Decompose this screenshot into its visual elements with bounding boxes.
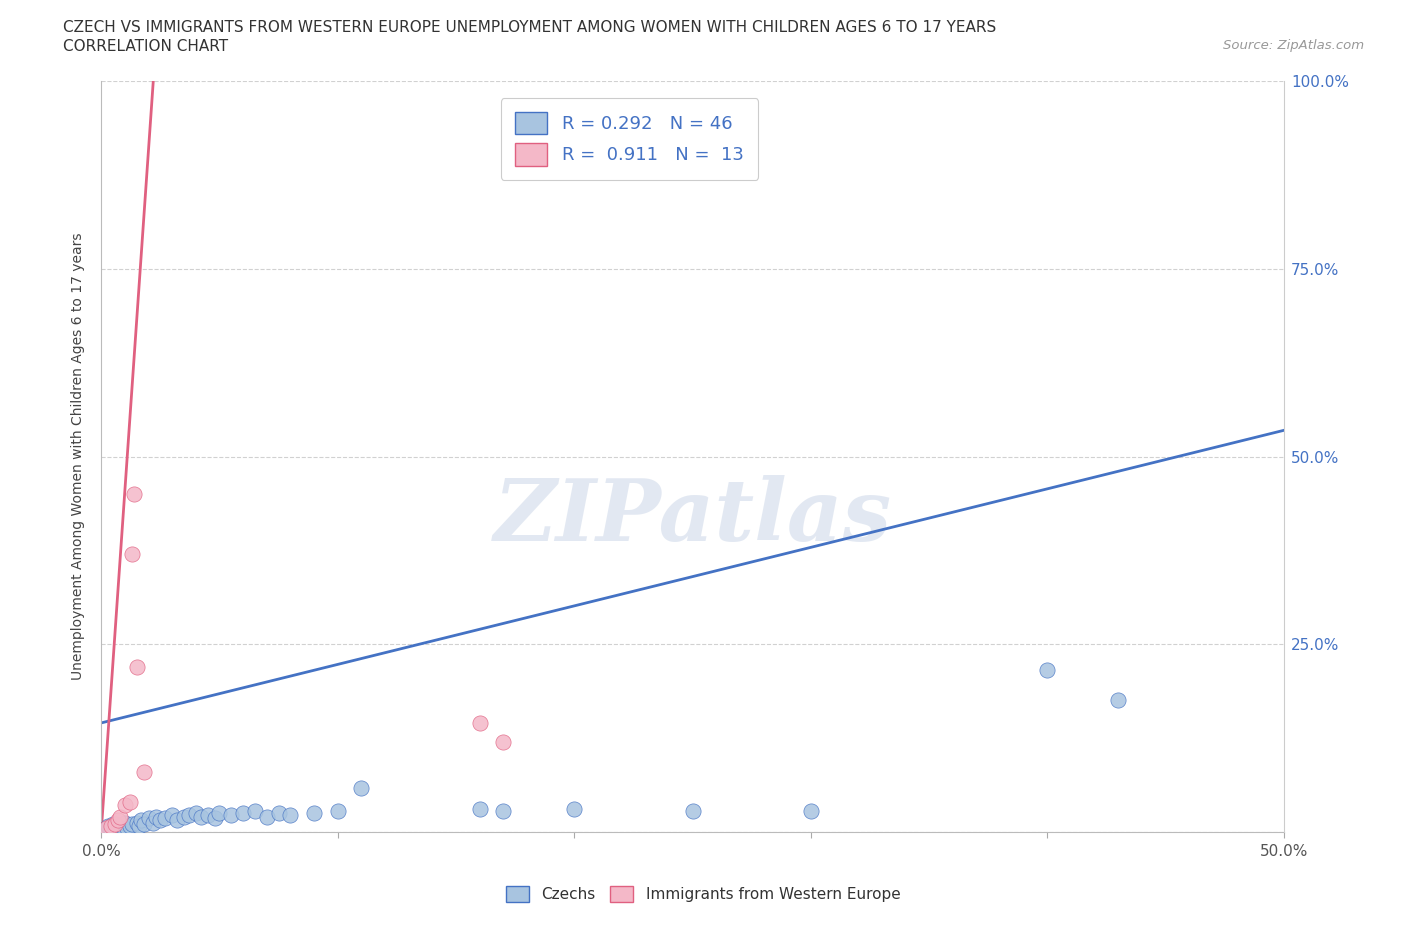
Point	[204, 811, 226, 826]
Legend: R = 0.292   N = 46, R =  0.911   N =  13: R = 0.292 N = 46, R = 0.911 N = 13	[501, 98, 758, 179]
Point	[104, 820, 127, 835]
Point	[326, 804, 349, 818]
Point	[468, 715, 491, 730]
Point	[208, 805, 231, 820]
Point	[492, 734, 515, 749]
Point	[100, 822, 122, 837]
Point	[142, 816, 165, 830]
Point	[114, 798, 136, 813]
Point	[107, 818, 129, 833]
Point	[177, 808, 200, 823]
Point	[101, 817, 124, 831]
Point	[108, 822, 131, 837]
Point	[256, 809, 278, 824]
Point	[107, 813, 129, 828]
Point	[350, 781, 373, 796]
Point	[160, 808, 183, 823]
Point	[131, 813, 153, 828]
Y-axis label: Unemployment Among Women with Children Ages 6 to 17 years: Unemployment Among Women with Children A…	[72, 232, 86, 681]
Point	[145, 809, 167, 824]
Point	[280, 808, 302, 823]
Point	[267, 805, 290, 820]
Point	[124, 486, 146, 501]
Point	[173, 809, 195, 824]
Text: ZIPatlas: ZIPatlas	[494, 475, 891, 558]
Point	[1107, 693, 1129, 708]
Point	[184, 805, 207, 820]
Point	[800, 804, 823, 818]
Point	[682, 804, 704, 818]
Point	[118, 818, 141, 833]
Point	[125, 659, 148, 674]
Point	[562, 802, 585, 817]
Point	[221, 808, 243, 823]
Text: CORRELATION CHART: CORRELATION CHART	[63, 39, 228, 54]
Point	[149, 813, 172, 828]
Point	[111, 819, 134, 834]
Point	[138, 811, 160, 826]
Legend: Czechs, Immigrants from Western Europe: Czechs, Immigrants from Western Europe	[499, 880, 907, 909]
Point	[166, 813, 188, 828]
Point	[104, 817, 127, 831]
Point	[115, 820, 138, 835]
Point	[190, 809, 212, 824]
Point	[232, 805, 254, 820]
Point	[121, 817, 143, 831]
Point	[302, 805, 325, 820]
Point	[114, 816, 136, 830]
Point	[132, 764, 155, 779]
Point	[94, 820, 117, 835]
Point	[132, 817, 155, 831]
Text: Source: ZipAtlas.com: Source: ZipAtlas.com	[1223, 39, 1364, 52]
Point	[153, 811, 176, 826]
Point	[97, 818, 120, 833]
Point	[1036, 663, 1059, 678]
Point	[108, 809, 131, 824]
Point	[197, 808, 219, 823]
Point	[492, 804, 515, 818]
Point	[468, 802, 491, 817]
Text: CZECH VS IMMIGRANTS FROM WESTERN EUROPE UNEMPLOYMENT AMONG WOMEN WITH CHILDREN A: CZECH VS IMMIGRANTS FROM WESTERN EUROPE …	[63, 20, 997, 35]
Point	[118, 794, 141, 809]
Point	[94, 820, 117, 835]
Point	[125, 816, 148, 830]
Point	[128, 818, 150, 833]
Point	[243, 804, 266, 818]
Point	[100, 818, 122, 833]
Point	[121, 547, 143, 562]
